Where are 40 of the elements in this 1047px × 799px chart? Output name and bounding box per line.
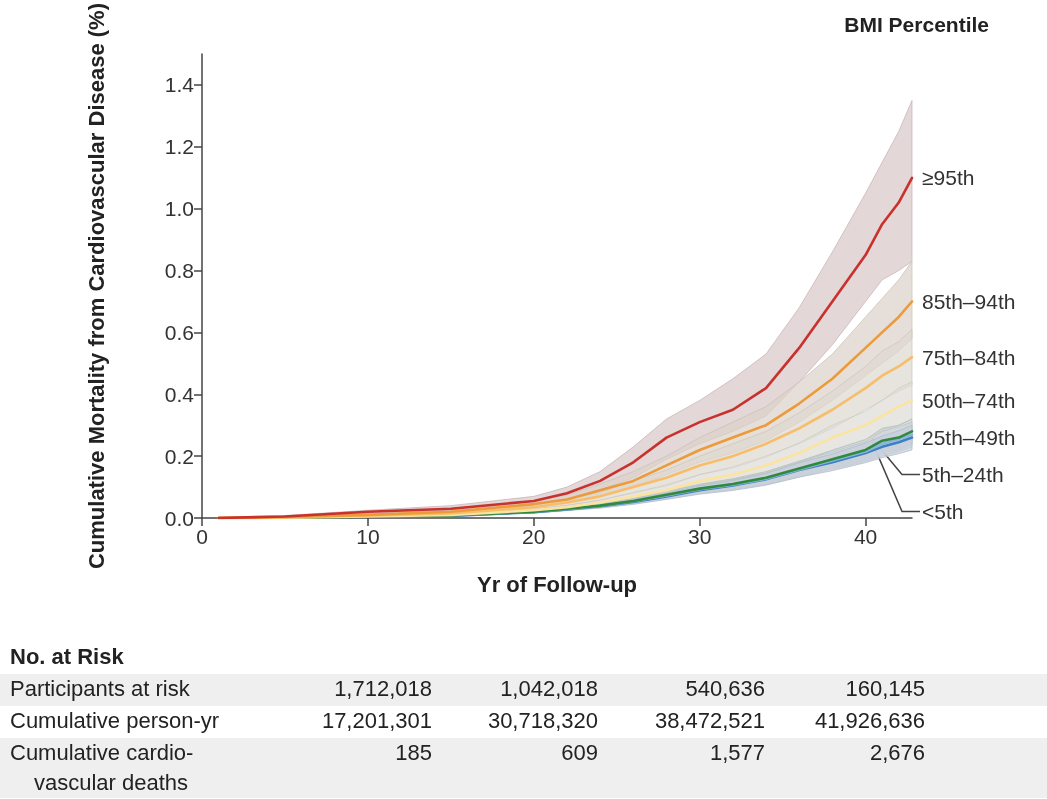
text: No. at Risk	[9, 643, 125, 671]
y-tick-label: 0.2	[164, 444, 194, 468]
text: Participants at risk	[9, 675, 191, 703]
text: 41,926,636	[813, 707, 925, 735]
text: <5th	[922, 499, 964, 523]
text: 17,201,301	[320, 707, 432, 735]
y-tick-label: 0.4	[164, 382, 195, 406]
text: 1,042,018	[499, 675, 598, 703]
y-tick-label: 0.6	[164, 320, 194, 344]
text: 1,712,018	[333, 675, 432, 703]
legend-title: BMI Percentile	[844, 13, 990, 36]
series-label: 25th–49th	[922, 425, 1016, 449]
y-tick-label: 1.0	[164, 197, 194, 221]
series-label: 75th–84th	[922, 345, 1016, 369]
text: 185	[394, 739, 432, 767]
text: Cumulative person-yr	[9, 707, 221, 735]
x-axis-title: Yr of Follow-up	[476, 571, 638, 597]
text: 540,636	[684, 675, 765, 703]
x-tick-label: 10	[356, 525, 380, 548]
x-tick-label: 20	[522, 525, 546, 548]
series-label: ≥95th	[922, 166, 975, 190]
y-tick-label: 1.4	[164, 73, 195, 97]
series-label: 50th–74th	[922, 388, 1016, 412]
series-label: 85th–94th	[922, 289, 1016, 313]
text: Cumulative cardio-vascular deaths	[9, 739, 195, 797]
x-tick-label: 40	[853, 525, 878, 548]
text: 38,472,521	[653, 707, 765, 735]
y-tick-label: 0.8	[164, 259, 194, 283]
y-axis-title: Cumulative Mortality from Cardiovascular Disease (%)	[83, 3, 109, 570]
text: 30,718,320	[486, 707, 598, 735]
y-tick-label: 1.2	[164, 135, 194, 159]
text: 2,676	[868, 739, 925, 767]
x-tick-label: 30	[687, 525, 712, 548]
series-label: 5th–24th	[922, 462, 1004, 486]
line-series	[217, 176, 914, 520]
y-tick-label: 0.0	[164, 506, 194, 530]
text: 1,577	[708, 739, 765, 767]
x-tick-label: 0	[196, 525, 208, 548]
text: 160,145	[844, 675, 925, 703]
text: 609	[560, 739, 598, 767]
